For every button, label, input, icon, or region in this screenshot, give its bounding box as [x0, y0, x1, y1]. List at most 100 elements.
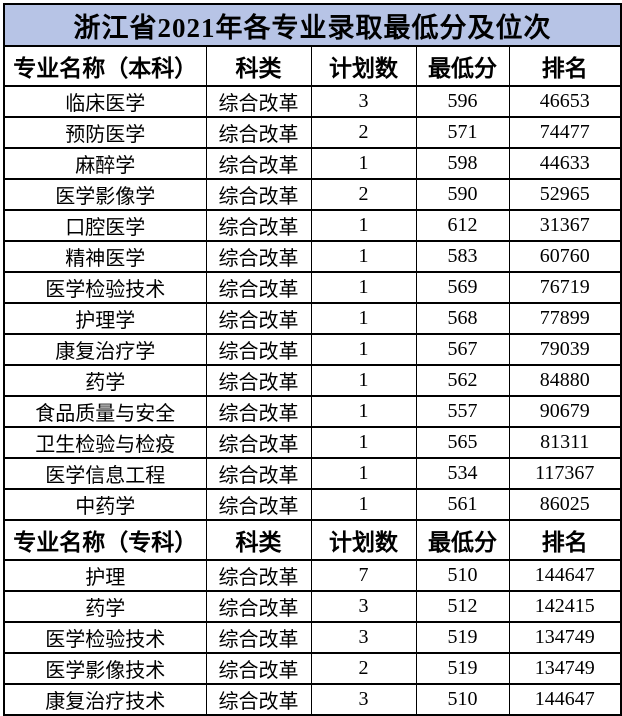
- column-header: 专业名称（专科）: [3, 519, 207, 561]
- table-cell: 食品质量与安全: [3, 395, 207, 428]
- table-cell: 1: [310, 147, 417, 180]
- column-header: 排名: [508, 519, 622, 561]
- table-cell: 综合改革: [205, 147, 312, 180]
- table-row: 康复治疗技术 综合改革 3 510 144647: [3, 683, 622, 716]
- table-cell: 46653: [508, 85, 622, 118]
- table-cell: 护理: [3, 559, 207, 592]
- table-cell: 60760: [508, 240, 622, 273]
- table-cell: 综合改革: [205, 178, 312, 211]
- table-cell: 571: [415, 116, 510, 149]
- column-header: 最低分: [415, 519, 510, 561]
- section-header-row: 专业名称（本科） 科类 计划数 最低分 排名: [3, 45, 622, 87]
- table-cell: 医学检验技术: [3, 621, 207, 654]
- table-cell: 综合改革: [205, 457, 312, 490]
- table-cell: 中药学: [3, 488, 207, 521]
- table-cell: 2: [310, 116, 417, 149]
- section-header-row: 专业名称（专科） 科类 计划数 最低分 排名: [3, 519, 622, 561]
- table-row: 医学信息工程 综合改革 1 534 117367: [3, 457, 622, 490]
- column-header: 最低分: [415, 45, 510, 87]
- table-cell: 2: [310, 178, 417, 211]
- table-cell: 52965: [508, 178, 622, 211]
- table-row: 临床医学 综合改革 3 596 46653: [3, 85, 622, 118]
- table-cell: 3: [310, 590, 417, 623]
- table-cell: 3: [310, 621, 417, 654]
- table-row: 卫生检验与检疫 综合改革 1 565 81311: [3, 426, 622, 459]
- table-cell: 86025: [508, 488, 622, 521]
- table-cell: 康复治疗技术: [3, 683, 207, 716]
- table-cell: 44633: [508, 147, 622, 180]
- table-cell: 134749: [508, 621, 622, 654]
- table-cell: 综合改革: [205, 271, 312, 304]
- table-cell: 598: [415, 147, 510, 180]
- table-cell: 口腔医学: [3, 209, 207, 242]
- table-cell: 74477: [508, 116, 622, 149]
- table-row: 护理 综合改革 7 510 144647: [3, 559, 622, 592]
- table-cell: 81311: [508, 426, 622, 459]
- table-row: 口腔医学 综合改革 1 612 31367: [3, 209, 622, 242]
- table-cell: 596: [415, 85, 510, 118]
- table-cell: 康复治疗学: [3, 333, 207, 366]
- table-cell: 精神医学: [3, 240, 207, 273]
- table-cell: 麻醉学: [3, 147, 207, 180]
- table-cell: 2: [310, 652, 417, 685]
- table-cell: 557: [415, 395, 510, 428]
- table-row: 医学影像技术 综合改革 2 519 134749: [3, 652, 622, 685]
- table-cell: 综合改革: [205, 426, 312, 459]
- table-cell: 3: [310, 85, 417, 118]
- column-header: 排名: [508, 45, 622, 87]
- table-cell: 综合改革: [205, 559, 312, 592]
- table-cell: 7: [310, 559, 417, 592]
- table-cell: 3: [310, 683, 417, 716]
- table-cell: 综合改革: [205, 395, 312, 428]
- table-cell: 综合改革: [205, 240, 312, 273]
- table-cell: 117367: [508, 457, 622, 490]
- table-cell: 561: [415, 488, 510, 521]
- table-cell: 护理学: [3, 302, 207, 335]
- table-cell: 综合改革: [205, 488, 312, 521]
- table-cell: 79039: [508, 333, 622, 366]
- table-row: 医学影像学 综合改革 2 590 52965: [3, 178, 622, 211]
- table-cell: 144647: [508, 683, 622, 716]
- column-header: 科类: [205, 45, 312, 87]
- table-cell: 1: [310, 426, 417, 459]
- table-cell: 84880: [508, 364, 622, 397]
- table-cell: 医学信息工程: [3, 457, 207, 490]
- table-row: 医学检验技术 综合改革 3 519 134749: [3, 621, 622, 654]
- table-cell: 综合改革: [205, 116, 312, 149]
- admissions-score-table: 浙江省2021年各专业录取最低分及位次 专业名称（本科） 科类 计划数 最低分 排名 临床…: [3, 3, 622, 716]
- table-cell: 565: [415, 426, 510, 459]
- table-cell: 1: [310, 271, 417, 304]
- table-cell: 1: [310, 488, 417, 521]
- table-cell: 医学影像技术: [3, 652, 207, 685]
- table-cell: 1: [310, 395, 417, 428]
- column-header: 科类: [205, 519, 312, 561]
- table-row: 护理学 综合改革 1 568 77899: [3, 302, 622, 335]
- table-cell: 1: [310, 302, 417, 335]
- table-cell: 31367: [508, 209, 622, 242]
- table-row: 食品质量与安全 综合改革 1 557 90679: [3, 395, 622, 428]
- table-cell: 1: [310, 457, 417, 490]
- table-cell: 142415: [508, 590, 622, 623]
- table-cell: 568: [415, 302, 510, 335]
- table-cell: 卫生检验与检疫: [3, 426, 207, 459]
- table-cell: 综合改革: [205, 652, 312, 685]
- page-background: 浙江省2021年各专业录取最低分及位次 专业名称（本科） 科类 计划数 最低分 排名 临床…: [3, 3, 622, 716]
- table-row: 药学 综合改革 3 512 142415: [3, 590, 622, 623]
- table-cell: 药学: [3, 364, 207, 397]
- table-cell: 综合改革: [205, 209, 312, 242]
- table-cell: 医学影像学: [3, 178, 207, 211]
- table-cell: 144647: [508, 559, 622, 592]
- table-cell: 综合改革: [205, 683, 312, 716]
- table-cell: 512: [415, 590, 510, 623]
- table-cell: 562: [415, 364, 510, 397]
- table-cell: 综合改革: [205, 590, 312, 623]
- table-cell: 1: [310, 364, 417, 397]
- column-header: 计划数: [310, 45, 417, 87]
- table-title: 浙江省2021年各专业录取最低分及位次: [3, 3, 622, 47]
- table-cell: 590: [415, 178, 510, 211]
- table-row: 麻醉学 综合改革 1 598 44633: [3, 147, 622, 180]
- table-cell: 1: [310, 333, 417, 366]
- column-header: 计划数: [310, 519, 417, 561]
- table-cell: 76719: [508, 271, 622, 304]
- table-cell: 综合改革: [205, 364, 312, 397]
